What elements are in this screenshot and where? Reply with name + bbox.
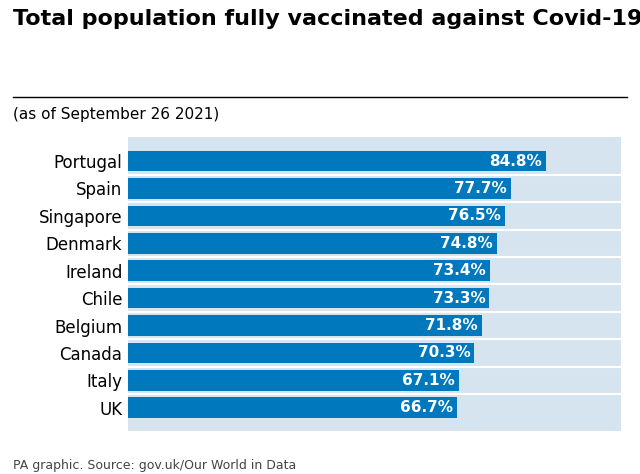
Text: 66.7%: 66.7% — [400, 400, 452, 415]
Text: 74.8%: 74.8% — [440, 236, 493, 251]
Text: PA graphic. Source: gov.uk/Our World in Data: PA graphic. Source: gov.uk/Our World in … — [13, 459, 296, 472]
Bar — [128, 315, 482, 336]
Bar — [128, 233, 497, 254]
Text: 67.1%: 67.1% — [402, 373, 455, 388]
Bar — [128, 370, 459, 391]
Bar — [128, 260, 490, 281]
Text: (as of September 26 2021): (as of September 26 2021) — [13, 107, 219, 122]
Text: 84.8%: 84.8% — [489, 154, 542, 169]
Text: 73.3%: 73.3% — [433, 291, 485, 306]
Bar — [128, 288, 489, 309]
Text: 70.3%: 70.3% — [418, 346, 470, 360]
Text: Total population fully vaccinated against Covid-19: Total population fully vaccinated agains… — [13, 9, 640, 29]
Bar — [128, 151, 546, 172]
Bar — [128, 178, 511, 199]
Text: 71.8%: 71.8% — [425, 318, 478, 333]
Bar — [128, 343, 474, 363]
Text: 77.7%: 77.7% — [454, 181, 507, 196]
Text: 73.4%: 73.4% — [433, 263, 486, 278]
Text: 76.5%: 76.5% — [448, 209, 501, 223]
Bar — [128, 397, 457, 418]
Bar — [128, 206, 505, 226]
